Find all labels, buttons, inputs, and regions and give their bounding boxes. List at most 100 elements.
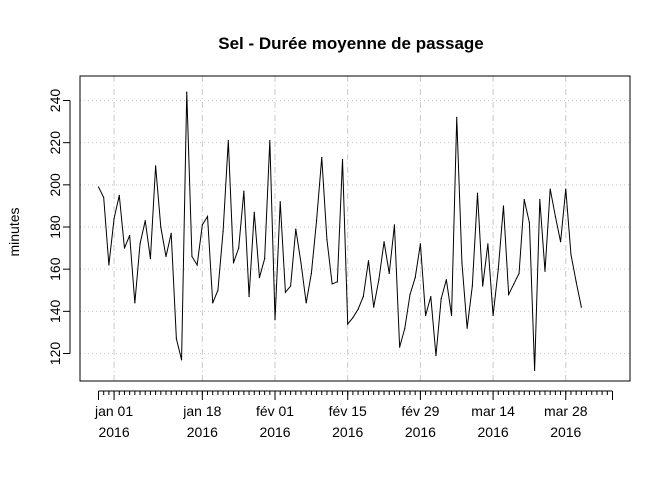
data-point [352,317,354,319]
data-point [264,258,266,260]
data-point [290,285,292,287]
data-point [295,228,297,230]
data-point [357,308,359,310]
data-point [321,156,323,159]
x-tick-label: fév 29 [401,403,439,419]
data-point [196,264,198,266]
data-point [508,293,510,296]
data-point [539,198,541,201]
data-point [113,217,115,220]
data-point [326,239,328,241]
x-tick-label: jan 18 [182,403,221,419]
data-point [315,220,318,222]
y-tick-label: 180 [47,215,63,239]
data-point [466,327,468,329]
data-point [362,295,364,298]
data-point [243,190,245,192]
x-tick-label-year: 2016 [259,424,290,440]
data-point [274,319,276,321]
data-point [580,306,582,308]
data-point [476,192,479,194]
data-point [165,255,167,258]
data-point [248,295,250,298]
data-point [155,165,157,167]
data-point [160,226,162,228]
x-tick-label-year: 2016 [187,424,218,440]
data-point [497,268,499,270]
data-point [336,281,338,283]
data-point [232,262,235,264]
data-point [518,272,520,274]
series-line [98,92,582,371]
data-point [134,302,136,304]
plot-frame [79,75,631,382]
data-point [118,194,120,196]
x-tick-label: mar 14 [471,403,515,419]
data-point [471,285,473,287]
data-point [487,243,489,245]
data-point [388,272,390,274]
data-point [419,243,421,245]
data-point [310,272,312,274]
y-tick-label: 220 [47,131,63,155]
data-point [559,241,562,243]
data-point [284,291,287,293]
data-point [367,260,370,262]
data-point [331,283,333,285]
data-point [414,277,416,279]
data-point [404,327,406,329]
x-tick-label: jan 01 [94,403,133,419]
data-point [186,91,188,93]
data-point [129,234,131,237]
data-point [341,158,344,161]
data-point [212,302,214,304]
data-point [300,262,302,264]
data-point [170,232,172,234]
data-point [523,198,525,201]
data-point [97,186,100,188]
data-point [492,314,494,317]
y-tick-label: 120 [47,342,63,366]
data-point [103,196,105,199]
data-point [269,139,271,142]
data-point [409,293,411,296]
data-point [440,298,442,300]
data-point [565,188,567,190]
data-point [445,279,447,281]
data-point [513,283,515,285]
data-point [258,277,261,279]
data-point [123,247,126,249]
data-point [201,224,203,226]
data-point [575,281,577,283]
data-point [373,306,375,308]
x-tick-label-year: 2016 [98,424,129,440]
y-tick-label: 240 [47,89,63,113]
x-tick-label-year: 2016 [332,424,363,440]
data-point [424,314,427,317]
y-tick-label: 160 [47,257,63,281]
data-point [217,289,219,291]
x-tick-label: fév 15 [329,403,367,419]
data-point [528,222,531,224]
chart-title: Sel - Durée moyenne de passage [218,34,484,53]
data-point [544,270,546,272]
x-tick-label-year: 2016 [550,424,581,440]
data-point [180,359,183,361]
x-tick-label-year: 2016 [478,424,509,440]
x-tick-label: fév 01 [256,403,294,419]
data-point [144,220,146,222]
x-tick-label: mar 28 [544,403,588,419]
data-point [435,355,437,357]
data-point [450,314,453,317]
data-point [570,253,572,256]
data-point [238,247,240,249]
data-point [222,230,224,232]
data-point [399,346,401,348]
data-point [139,243,141,245]
series-layer [97,91,582,371]
data-point [108,264,110,266]
y-axis-label: minutes [6,207,22,256]
data-point [534,369,536,371]
y-tick-label: 200 [47,173,63,197]
